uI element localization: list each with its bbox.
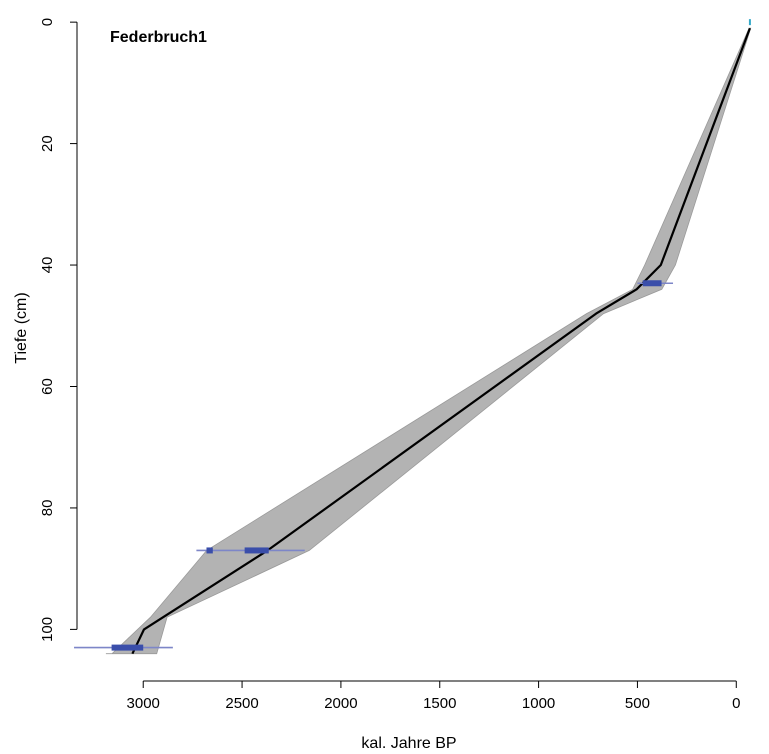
median-age-line [131,27,751,655]
x-axis-label: kal. Jahre BP [361,735,456,752]
y-tick-label: 80 [39,500,56,517]
x-tick-label: 2500 [225,695,258,712]
y-tick-label: 20 [39,135,56,152]
dated-level-bar [111,644,144,651]
x-tick-label: 3000 [127,695,160,712]
x-tick-label: 1000 [522,695,555,712]
y-tick-label: 40 [39,257,56,274]
x-tick-label: 1500 [423,695,456,712]
surface-marker [748,19,751,26]
dated-level-bar [642,280,662,287]
dated-level-bar [206,547,213,554]
x-tick-label: 0 [732,695,740,712]
y-tick-label: 60 [39,378,56,395]
dated-level-bar [244,547,269,554]
uncertainty-band [105,27,752,655]
y-tick-label: 0 [39,18,56,26]
median-age-line-layer [131,27,751,655]
x-tick-label: 2000 [324,695,357,712]
dated-levels-layer [74,19,751,651]
x-tick-label: 500 [625,695,650,712]
y-axis-ticks: 0 20 40 60 80 100 [39,18,77,642]
chart-title: Federbruch1 [110,29,207,46]
axes: 3000 2500 2000 1500 1000 500 0 0 20 40 60 80 100 [39,18,740,712]
y-axis-label: Tiefe (cm) [13,292,30,363]
x-axis-ticks: 3000 2500 2000 1500 1000 500 0 [127,681,740,712]
y-tick-label: 100 [39,617,56,642]
uncertainty-band-layer [105,27,752,655]
